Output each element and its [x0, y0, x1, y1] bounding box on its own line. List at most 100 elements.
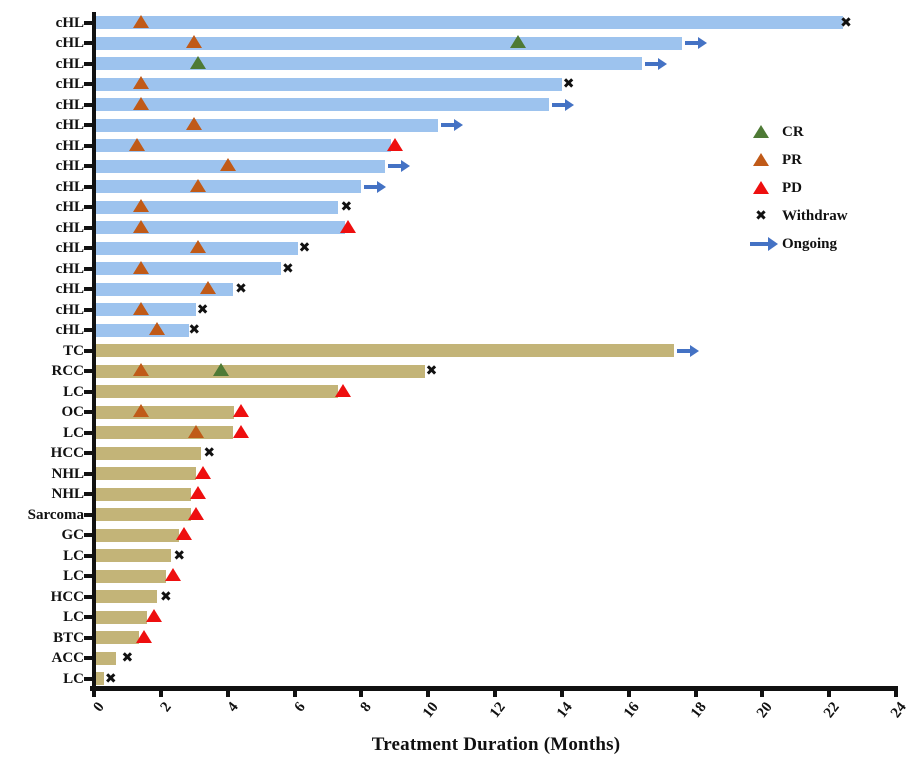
y-axis-label: cHL	[55, 96, 84, 113]
x-axis-tick	[559, 691, 564, 697]
legend-item-pd: PD	[748, 180, 848, 196]
x-axis-tick	[92, 691, 96, 697]
y-axis-label: Sarcoma	[27, 506, 84, 523]
withdraw-marker-icon: ✖	[203, 445, 216, 461]
withdraw-marker-icon: ✖	[298, 240, 311, 256]
swimmer-bar	[96, 528, 180, 542]
x-axis-tick	[894, 691, 899, 697]
pd-marker-icon	[189, 486, 206, 499]
legend-marker	[748, 236, 782, 252]
swimmer-bar	[96, 446, 201, 460]
y-axis-tick	[84, 205, 92, 209]
y-axis-tick	[84, 143, 92, 148]
y-axis-label: TC	[63, 342, 84, 359]
y-axis-label: LC	[63, 383, 84, 400]
y-axis-label: cHL	[55, 55, 84, 72]
y-axis-label: NHL	[51, 465, 84, 482]
withdraw-marker-icon: ✖	[840, 14, 852, 31]
legend-marker: ✖	[748, 208, 782, 224]
y-axis-label: cHL	[55, 158, 84, 174]
legend-label: PD	[782, 179, 802, 196]
x-axis-tick	[827, 691, 832, 697]
pr-marker-icon	[187, 424, 204, 438]
withdraw-legend-icon: ✖	[755, 208, 767, 224]
y-axis-label: cHL	[55, 35, 84, 51]
y-axis-tick	[84, 246, 92, 250]
chart-legend: CR PR PD ✖ Withdraw Ongoing	[748, 124, 848, 252]
y-axis-label: cHL	[55, 301, 84, 318]
swimmer-bar	[96, 672, 105, 685]
swimmer-bar	[96, 549, 171, 562]
y-axis-tick	[84, 430, 92, 435]
swimmer-bar	[96, 508, 191, 521]
pr-marker-icon	[132, 96, 149, 110]
y-axis-tick	[84, 123, 92, 127]
y-axis-tick	[84, 287, 92, 291]
pr-marker-icon	[132, 404, 149, 417]
swimmer-bar	[96, 590, 158, 603]
x-axis-tick	[626, 691, 631, 697]
x-axis-tick	[693, 691, 698, 697]
y-axis-tick	[84, 369, 92, 373]
swimmer-bar	[96, 426, 233, 439]
ongoing-arrow-icon	[387, 164, 401, 168]
y-axis-tick	[84, 82, 92, 86]
y-axis-label: GC	[61, 527, 85, 543]
cr-marker-icon	[510, 35, 527, 48]
y-axis-tick	[84, 512, 92, 517]
ongoing-legend-icon	[750, 242, 768, 246]
legend-marker	[748, 152, 782, 168]
y-axis-tick	[84, 20, 92, 25]
cr-marker-icon	[189, 55, 206, 69]
pd-marker-icon	[386, 137, 403, 151]
y-axis-label: cHL	[55, 260, 84, 277]
pd-marker-icon	[187, 506, 204, 520]
pd-marker-icon	[164, 568, 181, 581]
y-axis-tick	[84, 389, 92, 394]
y-axis-line	[92, 12, 96, 691]
ongoing-arrow-icon	[377, 180, 387, 193]
pd-marker-icon	[339, 219, 356, 233]
x-axis-line	[90, 686, 898, 691]
swimmer-bar	[96, 57, 643, 70]
y-axis-label: cHL	[55, 281, 84, 297]
y-axis-tick	[84, 225, 92, 230]
swimmer-bar	[96, 98, 549, 111]
swimmer-bar	[96, 221, 345, 234]
y-axis-tick	[84, 348, 92, 353]
y-axis-tick	[84, 635, 92, 640]
swimmer-bar	[96, 405, 235, 419]
cr-marker-icon	[212, 363, 229, 376]
swimmer-bar	[96, 282, 233, 296]
ongoing-arrow-icon	[689, 344, 699, 357]
swimmer-bar	[96, 180, 362, 193]
y-axis-tick	[84, 553, 92, 558]
y-axis-label: cHL	[55, 76, 84, 92]
cr-legend-icon	[753, 125, 769, 138]
y-axis-label: BTC	[53, 629, 84, 646]
pd-marker-icon	[233, 424, 250, 438]
ongoing-arrow-icon	[645, 61, 659, 66]
pr-marker-icon	[149, 322, 166, 335]
withdraw-marker-icon: ✖	[425, 363, 438, 379]
y-axis-tick	[84, 266, 92, 271]
ongoing-arrow-icon	[551, 102, 565, 107]
y-axis-tick	[84, 451, 92, 455]
pr-marker-icon	[189, 178, 206, 192]
pr-marker-icon	[189, 240, 206, 253]
swimmer-bar	[96, 262, 282, 275]
swimmer-bar	[96, 651, 116, 665]
pr-marker-icon	[132, 76, 149, 89]
swimmer-bar	[96, 467, 196, 480]
withdraw-marker-icon: ✖	[196, 301, 209, 318]
ongoing-arrow-icon	[441, 123, 455, 127]
y-axis-tick	[84, 328, 92, 332]
ongoing-arrow-icon	[400, 160, 410, 172]
y-axis-tick	[84, 184, 92, 189]
swimmer-bar	[96, 631, 140, 644]
swimmer-bar	[96, 16, 843, 29]
withdraw-marker-icon: ✖	[340, 199, 353, 215]
x-axis-tick	[292, 691, 297, 697]
withdraw-marker-icon: ✖	[188, 322, 201, 338]
